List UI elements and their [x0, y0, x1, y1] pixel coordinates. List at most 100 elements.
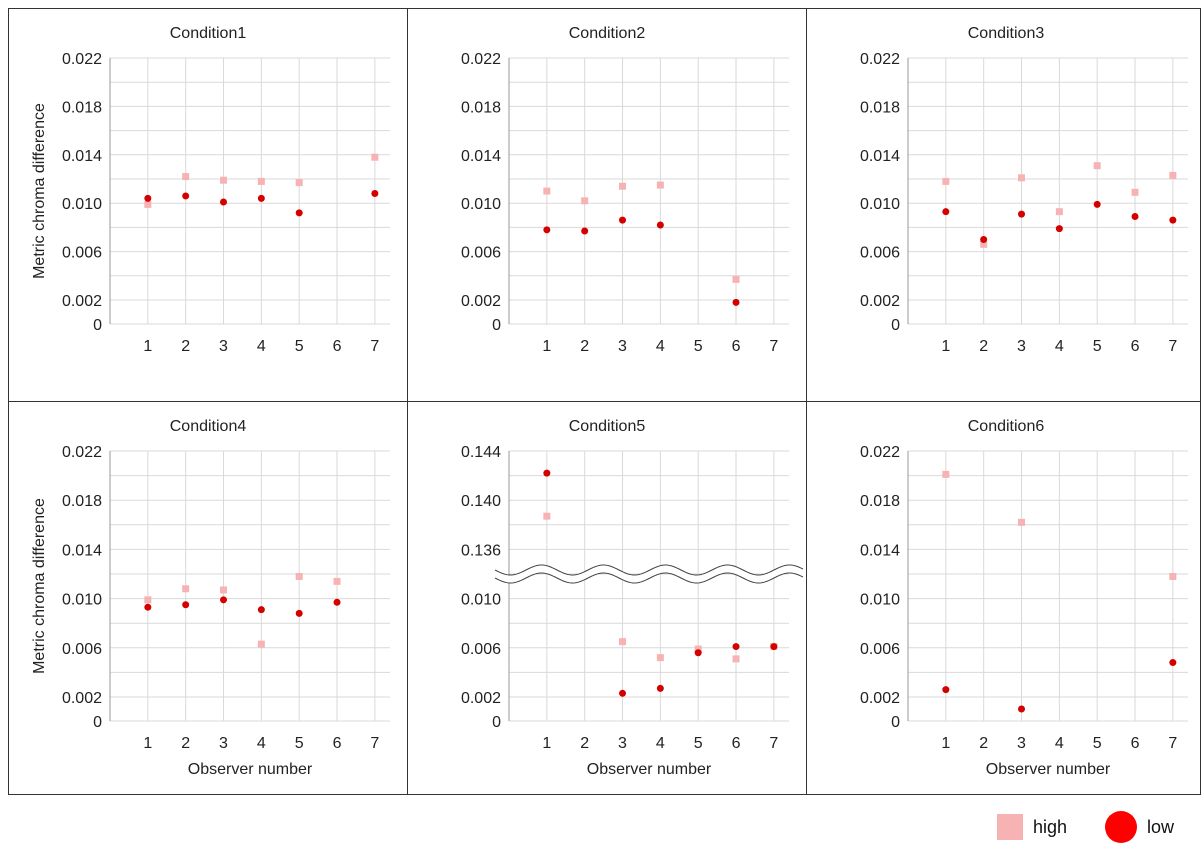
axis-break	[494, 564, 804, 584]
x-tick-label: 1	[941, 338, 950, 355]
legend-high-label: high	[1033, 816, 1068, 837]
panel-title: Condition3	[968, 25, 1045, 42]
axis-break-line	[494, 564, 804, 576]
x-tick-label: 3	[1017, 338, 1026, 355]
y-tick-label: 0.136	[461, 542, 501, 559]
y-tick-label: 0.002	[62, 690, 102, 707]
x-axis-label: Observer number	[587, 761, 712, 778]
x-tick-label: 7	[370, 338, 379, 355]
point-low	[220, 198, 228, 206]
point-low	[295, 209, 303, 217]
panel-condition2: Condition2 0.022 0.018 0.014 0.010 0.006 0.002…	[461, 25, 789, 355]
x-tick-label: 7	[1168, 338, 1177, 355]
x-tick-label: 3	[219, 338, 228, 355]
x-tick-label: 5	[694, 338, 703, 355]
x-axis-label: Observer number	[188, 761, 313, 778]
y-tick-label: 0.018	[860, 99, 900, 116]
point-high	[257, 640, 265, 648]
y-tick-label: 0.010	[860, 592, 900, 609]
point-high	[619, 182, 627, 190]
y-tick-label: 0	[891, 714, 900, 731]
y-tick-label: 0.022	[62, 51, 102, 68]
panel-title: Condition2	[569, 25, 646, 42]
point-low	[144, 194, 152, 202]
y-tick-label: 0	[492, 714, 501, 731]
point-low	[543, 469, 551, 477]
point-high	[220, 586, 228, 594]
point-high	[1093, 162, 1101, 170]
point-high	[732, 655, 740, 663]
point-high	[656, 181, 664, 189]
point-high	[1018, 518, 1026, 526]
y-tick-label: 0.010	[461, 196, 501, 213]
y-tick-label: 0	[93, 317, 102, 334]
point-low	[980, 236, 988, 243]
legend-high: high	[997, 812, 1067, 842]
x-tick-label: 7	[1168, 735, 1177, 752]
panel-title: Condition4	[170, 418, 247, 435]
point-high	[220, 176, 228, 184]
point-low	[770, 643, 778, 651]
y-tick-label: 0.006	[62, 641, 102, 658]
y-tick-label: 0.022	[860, 444, 900, 461]
point-low	[1169, 216, 1177, 224]
x-tick-label: 4	[257, 338, 266, 355]
y-tick-label: 0.014	[860, 542, 900, 559]
x-tick-label: 1	[143, 735, 152, 752]
panel-condition6: Condition6 0.022 0.018 0.014 0.010 0.006 0.002…	[860, 418, 1188, 778]
y-tick-label: 0.014	[461, 148, 501, 165]
x-tick-label: 2	[979, 735, 988, 752]
point-low	[942, 208, 950, 216]
point-high	[980, 240, 988, 248]
point-low	[732, 643, 740, 651]
x-tick-label: 4	[1055, 735, 1064, 752]
y-tick-label: 0.002	[860, 293, 900, 310]
point-low	[694, 649, 702, 657]
y-tick-label: 0.002	[461, 690, 501, 707]
y-tick-label: 0.010	[461, 592, 501, 609]
y-tick-label: 0	[93, 714, 102, 731]
x-tick-label: 5	[1093, 338, 1102, 355]
x-tick-label: 7	[769, 338, 778, 355]
panel-condition3: Condition3 0.022 0.018 0.014 0.010 0.006 0.002…	[860, 25, 1188, 355]
y-tick-label: 0.014	[860, 148, 900, 165]
y-tick-label: 0.022	[461, 51, 501, 68]
point-high	[656, 654, 664, 662]
y-tick-label: 0.006	[860, 641, 900, 658]
x-tick-label: 3	[618, 735, 627, 752]
point-low	[220, 596, 228, 604]
point-low	[581, 227, 589, 235]
point-low	[1018, 210, 1026, 218]
y-tick-label: 0.018	[461, 99, 501, 116]
y-tick-label: 0.018	[62, 493, 102, 510]
y-tick-label: 0.006	[461, 245, 501, 262]
x-tick-label: 6	[732, 338, 741, 355]
x-tick-label: 3	[219, 735, 228, 752]
x-tick-label: 6	[1131, 338, 1140, 355]
x-tick-label: 5	[295, 735, 304, 752]
point-high	[543, 512, 551, 520]
point-high	[1018, 174, 1026, 182]
x-tick-label: 2	[181, 735, 190, 752]
y-tick-label: 0.140	[461, 493, 501, 510]
point-low	[182, 601, 190, 609]
point-high	[295, 572, 303, 580]
point-low	[1169, 659, 1177, 667]
y-tick-label: 0.002	[461, 293, 501, 310]
y-tick-label: 0.022	[62, 444, 102, 461]
x-tick-label: 2	[580, 735, 589, 752]
point-low	[656, 684, 664, 692]
point-high	[144, 596, 152, 604]
point-low	[1093, 200, 1101, 208]
point-low	[333, 598, 341, 606]
x-tick-label: 2	[979, 338, 988, 355]
point-high	[694, 645, 702, 653]
y-axis-label: Metric chroma difference	[31, 498, 48, 674]
point-high	[543, 187, 551, 195]
point-low	[1018, 705, 1026, 713]
y-tick-label: 0.018	[860, 493, 900, 510]
point-high	[144, 200, 152, 208]
point-high	[257, 177, 265, 185]
x-tick-label: 6	[732, 735, 741, 752]
